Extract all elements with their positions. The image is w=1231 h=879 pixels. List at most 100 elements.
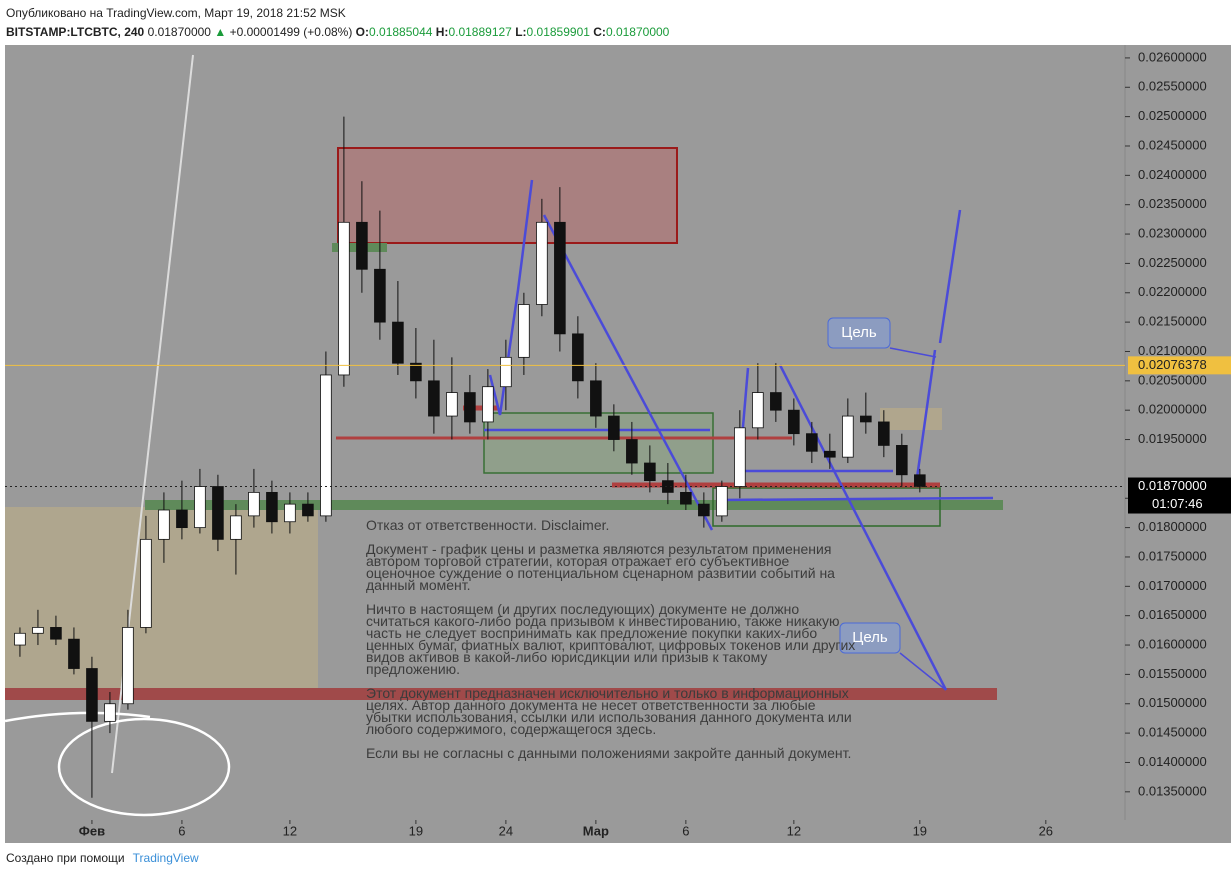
- candle-body: [680, 491, 692, 505]
- symbol: BITSTAMP:LTCBTC, 240: [6, 25, 145, 39]
- y-tick-label: 0.02000000: [1138, 402, 1207, 417]
- ohlc-label: O:: [355, 25, 370, 39]
- candle-body: [50, 627, 62, 640]
- y-tick-label: 0.01750000: [1138, 548, 1207, 563]
- y-tick-label: 0.02600000: [1138, 49, 1207, 64]
- last-price-label: 0.01870000: [1138, 478, 1207, 493]
- candle-body: [572, 333, 584, 382]
- y-tick-label: 0.02450000: [1138, 137, 1207, 152]
- candle-body: [248, 491, 260, 517]
- x-tick-label: 6: [682, 823, 689, 838]
- candle-body: [428, 380, 440, 417]
- disclaimer: Отказ от ответственности. Disclaimer. Док…: [366, 517, 856, 771]
- candle-body: [644, 462, 656, 482]
- price-line-label: 0.02076378: [1138, 357, 1207, 372]
- ohlc-value: 0.01859901: [526, 25, 590, 39]
- x-tick-label: 19: [913, 823, 927, 838]
- y-tick-label: 0.02250000: [1138, 255, 1207, 270]
- candle-body: [734, 427, 746, 487]
- candle-body: [356, 221, 368, 270]
- y-tick-label: 0.02050000: [1138, 372, 1207, 387]
- candle-body: [212, 486, 224, 540]
- candle-body: [374, 268, 386, 323]
- candle-body: [824, 450, 836, 458]
- candle-body: [464, 392, 476, 423]
- y-tick-label: 0.01450000: [1138, 725, 1207, 740]
- ohlc-label: L:: [515, 25, 527, 39]
- candle-body: [914, 474, 926, 487]
- candle-body: [176, 509, 188, 529]
- candle-body: [770, 392, 782, 411]
- candle-body: [338, 221, 350, 376]
- price-line-tag: [1128, 356, 1231, 375]
- x-tick-label: Мар: [583, 823, 609, 838]
- change: +0.00001499 (+0.08%): [229, 25, 353, 39]
- candle-body: [518, 304, 530, 358]
- footer: Создано при помощи TradingView: [6, 851, 199, 865]
- ohlc-value: 0.01885044: [369, 25, 433, 39]
- candle-body: [608, 415, 620, 440]
- candle-body: [158, 509, 170, 540]
- y-tick-label: 0.01700000: [1138, 578, 1207, 593]
- made-with: Создано при помощи: [6, 851, 125, 865]
- target-label: Цель: [841, 324, 877, 341]
- ohlc-value: 0.01889127: [448, 25, 512, 39]
- candle-body: [230, 515, 242, 540]
- candle-body: [122, 627, 134, 705]
- y-tick-label: 0.01600000: [1138, 636, 1207, 651]
- candle-body: [104, 703, 116, 722]
- x-tick-label: 19: [409, 823, 423, 838]
- y-tick-label: 0.02100000: [1138, 343, 1207, 358]
- y-tick-label: 0.01950000: [1138, 431, 1207, 446]
- candle-body: [68, 638, 80, 669]
- candle-body: [788, 409, 800, 435]
- candle-body: [410, 362, 422, 382]
- candle-body: [662, 480, 674, 493]
- brand[interactable]: TradingView: [132, 851, 199, 865]
- disclaimer-title: Отказ от ответственности. Disclaimer.: [366, 517, 610, 533]
- y-tick-label: 0.01500000: [1138, 695, 1207, 710]
- candle-body: [392, 321, 404, 364]
- candle-body: [320, 374, 332, 517]
- x-tick-label: 12: [787, 823, 801, 838]
- symbol-line: BITSTAMP:LTCBTC, 240 0.01870000 ▲ +0.000…: [6, 25, 670, 39]
- candle-body: [500, 356, 512, 388]
- x-tick-label: 6: [178, 823, 185, 838]
- y-tick-label: 0.02200000: [1138, 284, 1207, 299]
- published: Опубликовано на TradingView.com, Март 19…: [6, 6, 346, 20]
- disclaimer-paragraph: Этот документ предназначен исключительно…: [366, 685, 852, 737]
- last-price-tag: [1128, 477, 1231, 514]
- y-tick-label: 0.01650000: [1138, 607, 1207, 622]
- candle-body: [194, 486, 206, 529]
- y-tick-label: 0.02350000: [1138, 196, 1207, 211]
- y-tick-label: 0.02300000: [1138, 225, 1207, 240]
- header: Опубликовано на TradingView.com, Март 19…: [6, 4, 669, 42]
- candle-body: [716, 486, 728, 517]
- x-tick-label: 12: [283, 823, 297, 838]
- candle-body: [878, 421, 890, 446]
- disclaimer-paragraph: Если вы не согласны с данными положениям…: [366, 745, 852, 761]
- y-tick-label: 0.02400000: [1138, 167, 1207, 182]
- candle-body: [590, 380, 602, 417]
- y-tick-label: 0.01550000: [1138, 666, 1207, 681]
- y-tick-label: 0.02550000: [1138, 79, 1207, 94]
- disclaimer-paragraph: Ничто в настоящем (и других последующих)…: [366, 601, 856, 677]
- candle-body: [626, 439, 638, 464]
- candle-body: [32, 627, 44, 634]
- candle-body: [284, 503, 296, 523]
- ohlc: O:0.01885044 H:0.01889127 L:0.01859901 C…: [356, 25, 670, 39]
- ohlc-label: H:: [435, 25, 449, 39]
- ohlc-value: 0.01870000: [605, 25, 670, 39]
- candle-body: [860, 415, 872, 423]
- candle-body: [266, 491, 278, 523]
- candle-body: [752, 392, 764, 429]
- candle-body: [554, 221, 566, 335]
- candle-body: [482, 386, 494, 423]
- candle-body: [140, 538, 152, 628]
- chart: Цель Цель 0.01350000 0.01400000 0.01450000…: [4, 45, 1231, 843]
- y-tick-label: 0.01800000: [1138, 519, 1207, 534]
- candle-body: [14, 632, 26, 646]
- y-tick-label: 0.02150000: [1138, 314, 1207, 329]
- last: 0.01870000: [147, 25, 211, 39]
